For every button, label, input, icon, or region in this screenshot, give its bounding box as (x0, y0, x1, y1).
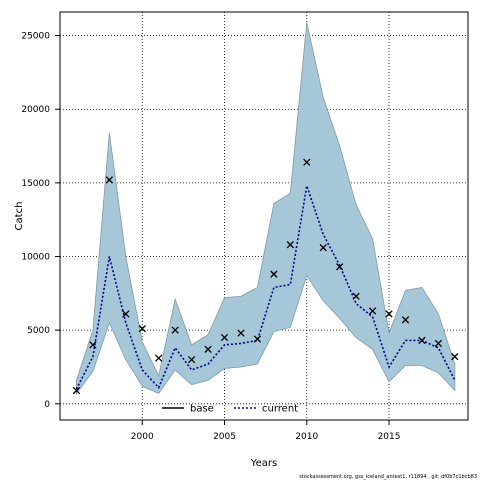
y-tick-label: 5000 (27, 326, 50, 336)
observed-point-stroke (418, 336, 426, 345)
legend: base current (162, 404, 298, 415)
observed-point (286, 241, 294, 249)
observed-point (155, 354, 163, 362)
observed-point (401, 316, 410, 324)
observed-point (72, 386, 81, 395)
y-axis: 0 5000 10000 15000 20000 25000 (21, 32, 60, 410)
observed-point-stroke (286, 241, 294, 249)
observed-points (72, 158, 459, 395)
y-tick-label: 10000 (21, 253, 50, 263)
observed-point-stroke (303, 158, 311, 166)
observed-point-stroke (155, 354, 163, 362)
observed-point (237, 329, 245, 337)
observed-point-stroke (401, 316, 410, 324)
observed-point-stroke (187, 355, 196, 364)
observed-point (319, 244, 327, 252)
observed-point (385, 310, 393, 318)
legend-label-base: base (190, 404, 214, 415)
x-tick-label: 2010 (295, 432, 318, 442)
observed-point (220, 333, 229, 342)
observed-point-stroke (171, 326, 179, 334)
y-tick-label: 0 (44, 400, 50, 410)
observed-point-stroke (385, 310, 393, 318)
confidence-band (76, 22, 456, 395)
observed-point (105, 176, 114, 184)
observed-point (418, 336, 426, 345)
observed-point (303, 158, 311, 166)
plot-frame (59, 11, 469, 421)
observed-point-stroke (270, 270, 278, 278)
legend-label-current: current (262, 404, 298, 415)
observed-point-stroke (72, 386, 81, 395)
observed-point (253, 335, 262, 343)
footer-caption: stockassessment.org, gss_iceland_antest1… (299, 474, 477, 480)
observed-point (204, 345, 212, 353)
x-tick-label: 2005 (213, 432, 236, 442)
x-axis-label: Years (250, 458, 277, 469)
x-tick-label: 2000 (131, 432, 154, 442)
observed-point-stroke (319, 244, 327, 252)
observed-point (336, 263, 344, 271)
observed-point (171, 326, 179, 334)
observed-point-stroke (451, 353, 459, 361)
observed-point-stroke (220, 333, 229, 342)
y-axis-label: Catch (14, 202, 25, 231)
confidence-band-area (76, 22, 456, 395)
x-axis: 2000 2005 2010 2015 (131, 420, 401, 442)
observed-point-stroke (89, 341, 97, 349)
observed-point (187, 355, 196, 364)
observed-point (138, 325, 146, 333)
observed-point-stroke (336, 263, 344, 271)
observed-point-stroke (138, 325, 146, 333)
y-tick-label: 25000 (21, 32, 50, 42)
observed-point-stroke (122, 310, 130, 318)
observed-point (122, 310, 130, 318)
y-tick-label: 20000 (21, 105, 50, 115)
observed-point-stroke (105, 176, 114, 184)
observed-point (270, 270, 278, 278)
observed-point (352, 292, 360, 300)
observed-point-stroke (253, 335, 262, 343)
observed-point (368, 307, 377, 315)
x-tick-label: 2015 (378, 432, 401, 442)
observed-point (89, 341, 97, 349)
y-tick-label: 15000 (21, 179, 50, 189)
observed-point (434, 339, 443, 348)
observed-point-stroke (434, 339, 443, 348)
observed-point (451, 353, 459, 361)
observed-point-stroke (204, 345, 212, 353)
observed-point-stroke (368, 307, 377, 315)
observed-point-stroke (237, 329, 245, 337)
observed-point-stroke (352, 292, 360, 300)
